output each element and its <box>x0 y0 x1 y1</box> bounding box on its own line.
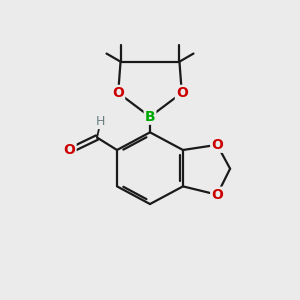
Text: O: O <box>64 143 76 157</box>
Text: O: O <box>211 188 223 202</box>
Text: H: H <box>96 116 105 128</box>
Text: B: B <box>145 110 155 124</box>
Text: O: O <box>211 138 223 152</box>
Text: O: O <box>112 86 124 100</box>
Text: O: O <box>176 86 188 100</box>
